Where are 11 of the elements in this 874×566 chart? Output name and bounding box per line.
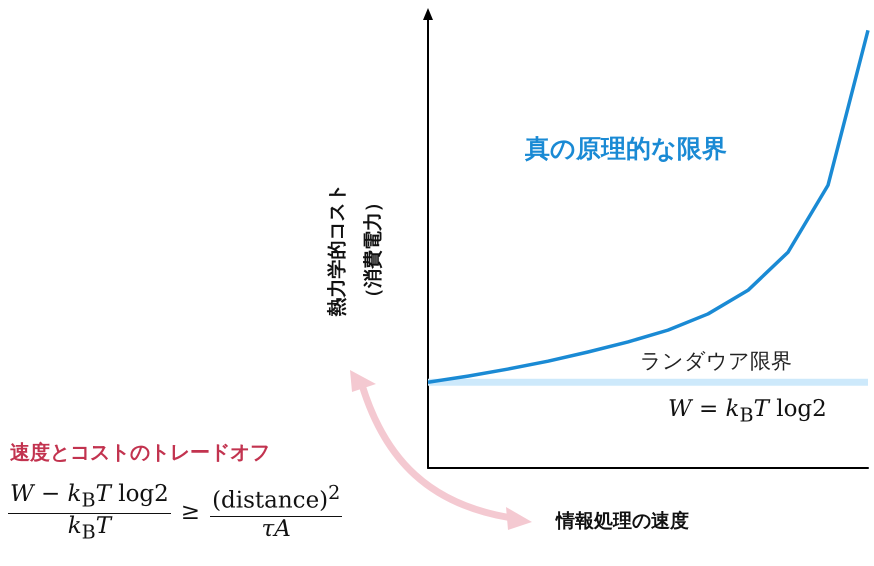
series-label: ランダウア限界 <box>640 349 792 374</box>
text: 速度とコストのトレードオフ <box>10 440 270 464</box>
text: 真の原理的な限界 <box>525 134 727 163</box>
annotation: W = k$_{B}$T log2 <box>668 396 827 427</box>
text: (distance)$^{2}$ <box>210 481 342 517</box>
text: k$_{B}$T <box>68 512 112 544</box>
text: W − k$_{B}$T log2 <box>8 481 171 514</box>
text: τA <box>262 516 291 542</box>
x-axis-title: 情報処理の速度 <box>556 510 689 532</box>
text: ≥ <box>180 498 200 525</box>
y-axis-title: 熱力学的コスト（消費電力） <box>324 182 385 318</box>
